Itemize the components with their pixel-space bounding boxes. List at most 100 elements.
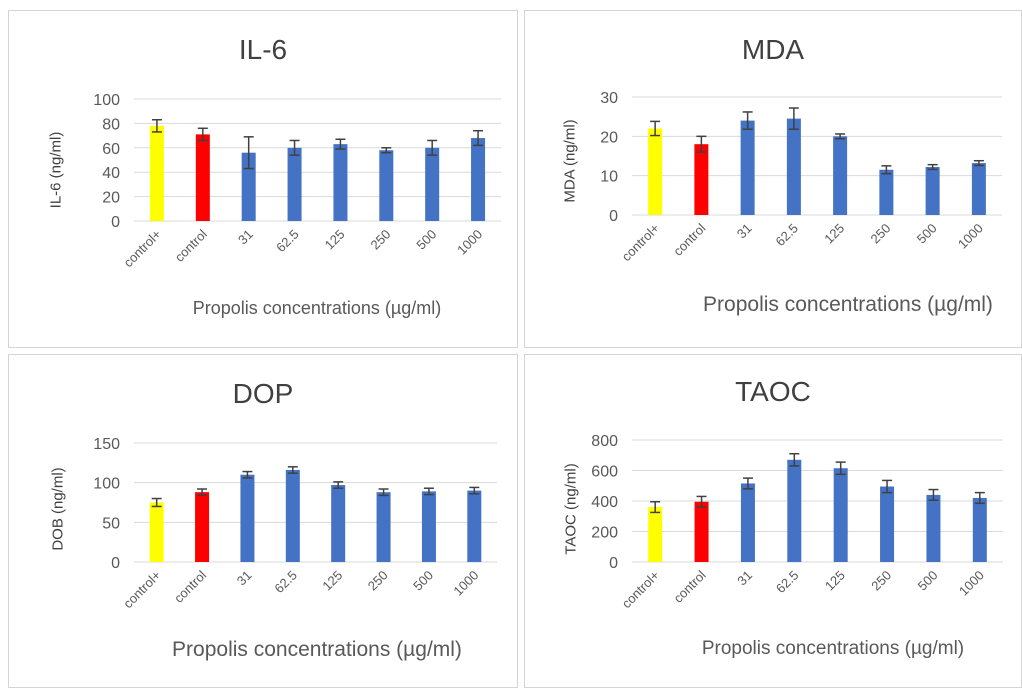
bar	[241, 152, 256, 221]
y-tick-label: 0	[111, 555, 120, 572]
x-tick-label: 250	[365, 568, 391, 594]
x-tick-label: 500	[413, 227, 439, 253]
x-tick-label: control+	[619, 568, 663, 612]
bar	[471, 138, 486, 221]
x-axis-label: Propolis concentrations (µg/ml)	[192, 298, 442, 318]
bar	[467, 490, 482, 562]
x-tick-label: 500	[914, 221, 940, 247]
y-tick-label: 800	[591, 433, 618, 450]
chart-plot-il6: 0 20 40 60 80 100 control+ control 31 62.5 125 250 5…	[93, 92, 501, 271]
x-tick-label: 125	[319, 568, 345, 594]
bar	[833, 468, 848, 562]
x-tick-label: 62.5	[273, 227, 302, 256]
x-tick-label: control+	[120, 568, 164, 612]
y-tick-label: 20	[102, 190, 120, 207]
chart-title: TAOC	[735, 376, 811, 407]
bar	[694, 501, 709, 562]
bar	[880, 486, 895, 562]
y-tick-label: 600	[591, 464, 618, 481]
bar	[425, 147, 440, 221]
x-tick-label: 125	[322, 227, 348, 253]
bar	[379, 150, 394, 221]
bar	[648, 128, 663, 215]
bar	[926, 494, 941, 562]
x-tick-label: 1000	[956, 568, 987, 599]
x-tick-label: 31	[734, 221, 755, 242]
y-tick-label: 0	[609, 555, 618, 572]
bar	[287, 147, 302, 221]
bar	[240, 474, 255, 562]
y-tick-label: 0	[609, 208, 618, 225]
y-tick-label: 80	[102, 116, 120, 133]
chart-plot-mda: 0 10 20 30 control+ control 31 62.5 125 250 500 100…	[600, 90, 1002, 265]
chart-plot-taoc: 0 200 400 600 800 control+ control 31 62.5 125 250…	[591, 433, 1003, 612]
x-tick-label: 500	[915, 568, 941, 594]
x-tick-label: control	[670, 220, 708, 258]
bar	[740, 120, 755, 215]
x-tick-label: 1000	[450, 568, 481, 599]
x-tick-label: 250	[868, 221, 894, 247]
bar	[376, 492, 391, 562]
x-tick-label: 1000	[454, 227, 485, 258]
x-tick-label: control+	[120, 227, 164, 271]
x-tick-label: 31	[734, 568, 755, 589]
chart-panel-taoc: TAOC TAOC (ng/ml) 0 200 400 600 800 control+ c…	[524, 354, 1022, 688]
x-axis-label: Propolis concentrations (µg/ml)	[703, 293, 993, 316]
bar	[331, 485, 346, 562]
bar	[195, 134, 210, 221]
x-tick-label: 62.5	[271, 568, 300, 597]
bar	[195, 492, 210, 562]
y-tick-label: 40	[102, 165, 120, 182]
y-tick-label: 150	[93, 436, 120, 453]
x-tick-label: 31	[234, 568, 255, 589]
y-tick-label: 0	[111, 214, 120, 231]
x-tick-label: 250	[367, 227, 393, 253]
chart-title: DOP	[232, 378, 294, 409]
bar	[740, 483, 755, 562]
x-axis-label: Propolis concentrations (µg/ml)	[701, 638, 965, 659]
y-tick-label: 10	[600, 169, 618, 186]
chart-panel-il6: IL-6 IL-6 (ng/ml) 0 20 40 60 80 100 control+ co…	[8, 10, 518, 348]
bar	[971, 163, 986, 215]
x-tick-label: 125	[822, 568, 848, 594]
y-tick-label: 20	[600, 129, 618, 146]
bar	[648, 507, 663, 562]
x-tick-label: 31	[235, 227, 256, 248]
y-tick-label: 400	[591, 494, 618, 511]
bar	[833, 136, 848, 215]
bar	[421, 491, 436, 562]
bar	[786, 118, 801, 215]
chart-plot-dop: 0 50 100 150 control+ control 31 62.5 125 250 500 1…	[93, 436, 497, 612]
chart-title: IL-6	[238, 34, 288, 65]
x-tick-label: control+	[619, 221, 663, 265]
bar	[972, 497, 987, 562]
x-tick-label: 125	[821, 221, 847, 247]
x-tick-label: 62.5	[773, 568, 802, 597]
x-tick-label: 250	[868, 568, 894, 594]
bar	[333, 144, 348, 221]
bar	[149, 125, 164, 221]
y-tick-label: 30	[600, 90, 618, 107]
chart-title: MDA	[741, 34, 805, 65]
x-tick-label: control	[670, 567, 708, 605]
x-tick-label: 500	[410, 568, 436, 594]
y-tick-label: 200	[591, 525, 618, 542]
bar	[694, 144, 709, 215]
y-tick-label: 100	[93, 476, 120, 493]
chart-panel-mda: MDA MDA (ng/ml) 0 10 20 30 control+ control 31…	[524, 10, 1022, 348]
bar	[149, 502, 164, 562]
x-tick-label: control	[172, 226, 210, 264]
x-tick-label: control	[171, 567, 209, 605]
x-tick-label: 62.5	[772, 221, 801, 250]
y-tick-label: 60	[102, 141, 120, 158]
y-tick-label: 50	[102, 515, 120, 532]
x-tick-label: 1000	[955, 221, 986, 252]
bar	[285, 469, 300, 562]
bar	[925, 167, 940, 215]
chart-panel-dop: DOP DOB (ng/ml) 0 50 100 150 control+ control…	[8, 354, 518, 688]
bar	[879, 169, 894, 215]
y-tick-label: 100	[93, 92, 120, 109]
bar	[787, 459, 802, 562]
x-axis-label: Propolis concentrations (µg/ml)	[172, 638, 462, 661]
